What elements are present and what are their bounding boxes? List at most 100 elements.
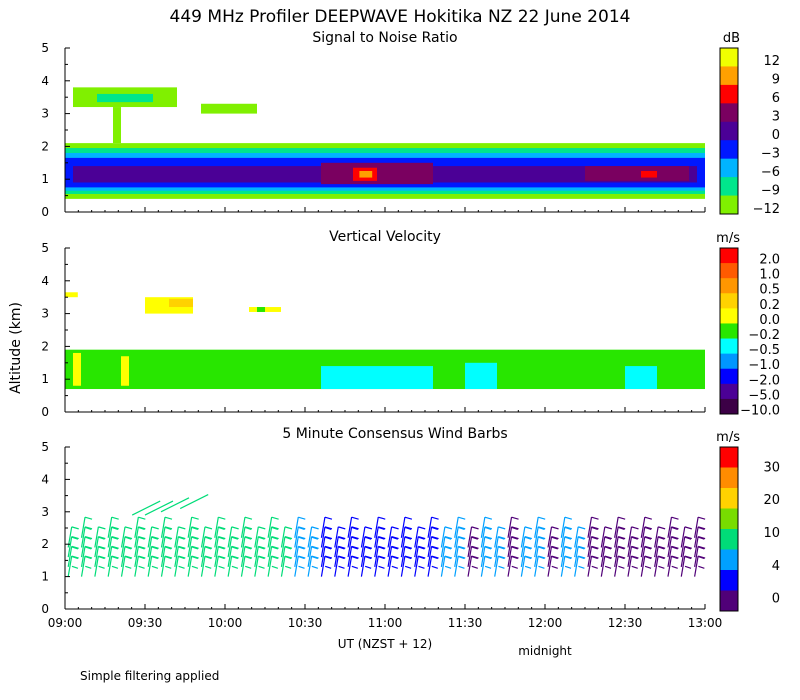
wind-barb [147,526,153,548]
wind-barb-feather [324,546,332,550]
wind-barb [80,555,86,577]
wind-barb-feather [165,546,172,550]
wind-barb [507,536,513,558]
wind-barb-feather [165,556,172,560]
wind-barb [294,526,299,548]
wind-barb [280,555,286,577]
colorbar-frame [719,247,739,415]
wind-barb [654,536,659,558]
wind-barb-feather [564,526,572,531]
wind-barb-feather [471,546,478,550]
colorbar-unit: m/s [716,430,740,445]
wind-barb-feather [138,516,146,520]
wind-barb [654,526,659,548]
wind-barb-feather [245,546,252,550]
wind-barb [667,546,673,567]
snr-colorbar: dB 12 9 6 3 0 −3 −6 −9 −12 [719,31,780,217]
wind-barb [494,526,499,548]
wind-barb [347,555,353,577]
wind-barb-feather [591,565,598,569]
wind-barb-feather [165,526,172,531]
wind-barb-feather [351,546,359,550]
wind-barb [587,526,593,548]
wind-barb [214,555,219,577]
wind-barb [387,546,393,567]
wind-barb [334,546,339,567]
snr-title: Signal to Noise Ratio [312,30,457,46]
wind-barb-feather [391,546,399,550]
colorbar-swatch [720,293,738,309]
wind-barb-feather [404,546,412,550]
wind-barb [214,536,219,558]
wind-barb [267,555,273,577]
wind-barb-feather [524,546,532,550]
wind-barb-feather [311,556,319,560]
wind-barb-feather [418,526,426,530]
colorbar-label: 4 [772,559,780,574]
wind-barb-feather [444,536,452,540]
wind-barb-feather [378,536,385,540]
wind-barb [574,546,579,567]
heatmap-cell [257,307,265,312]
colorbar-swatch [720,140,738,160]
wind-barb [267,546,273,567]
wind-barb [240,526,246,548]
upper-wind-barb [131,500,161,516]
wind-barb-feather [511,526,518,531]
wind-barb [587,546,593,567]
wind-barb [200,555,206,577]
wind-barb-feather [378,565,385,569]
wind-barb-feather [311,546,319,550]
wind-barb-feather [204,526,213,530]
wind-barb-feather [391,526,399,530]
wind-barb [640,546,646,567]
wind-barb [507,526,513,548]
wind-barb [587,517,593,538]
wind-barb [427,536,433,558]
wind-barb [254,546,259,567]
wind-barb-feather [84,516,93,520]
wind-barb [614,546,619,567]
wind-barb [227,526,233,548]
wind-barb-feather [444,546,452,550]
colorbar-label: 0.0 [759,313,780,328]
x-tick-label: 12:30 [608,616,643,630]
heatmap-cell [65,292,78,298]
wind-barb-feather [484,565,492,569]
wind-barb-feather [524,526,533,530]
wind-barb-feather [644,556,652,560]
wind-barb-feather [324,526,332,531]
wind-barb-feather [351,526,359,531]
wind-barb [440,526,446,548]
wind-barb-feather [324,516,333,520]
wind-barb-feather [484,526,492,531]
wind-barb [294,546,299,567]
colorbar-swatch [720,447,738,468]
wind-barb-feather [551,546,558,550]
wind-barb-feather [418,536,425,540]
wind-barb [94,555,99,577]
wind-barb-feather [524,556,532,560]
wind-barb-feather [604,556,612,560]
wind-barb-feather [151,556,159,560]
wind-barb [507,517,513,538]
wind-barb [320,536,326,558]
wind-barb-feather [578,546,585,550]
y-tick-label: 3 [41,307,49,321]
wind-barb [454,546,459,567]
wind-barb [320,546,326,567]
wind-barb-feather [178,556,185,560]
y-tick-label: 4 [41,472,49,486]
wind-barb [640,536,646,558]
wind-barb-feather [484,546,492,550]
wind-barb [267,536,273,558]
wind-barb-feather [498,536,505,540]
wind-barb-feather [298,516,306,520]
colorbar-swatch [720,368,738,385]
wind-barb-feather [444,556,452,560]
colorbar-swatch [720,323,738,340]
wind-barb-feather [551,565,558,569]
wind-barb-feather [191,526,199,531]
wind-barb-feather [551,536,558,540]
wind-barb [520,546,526,567]
